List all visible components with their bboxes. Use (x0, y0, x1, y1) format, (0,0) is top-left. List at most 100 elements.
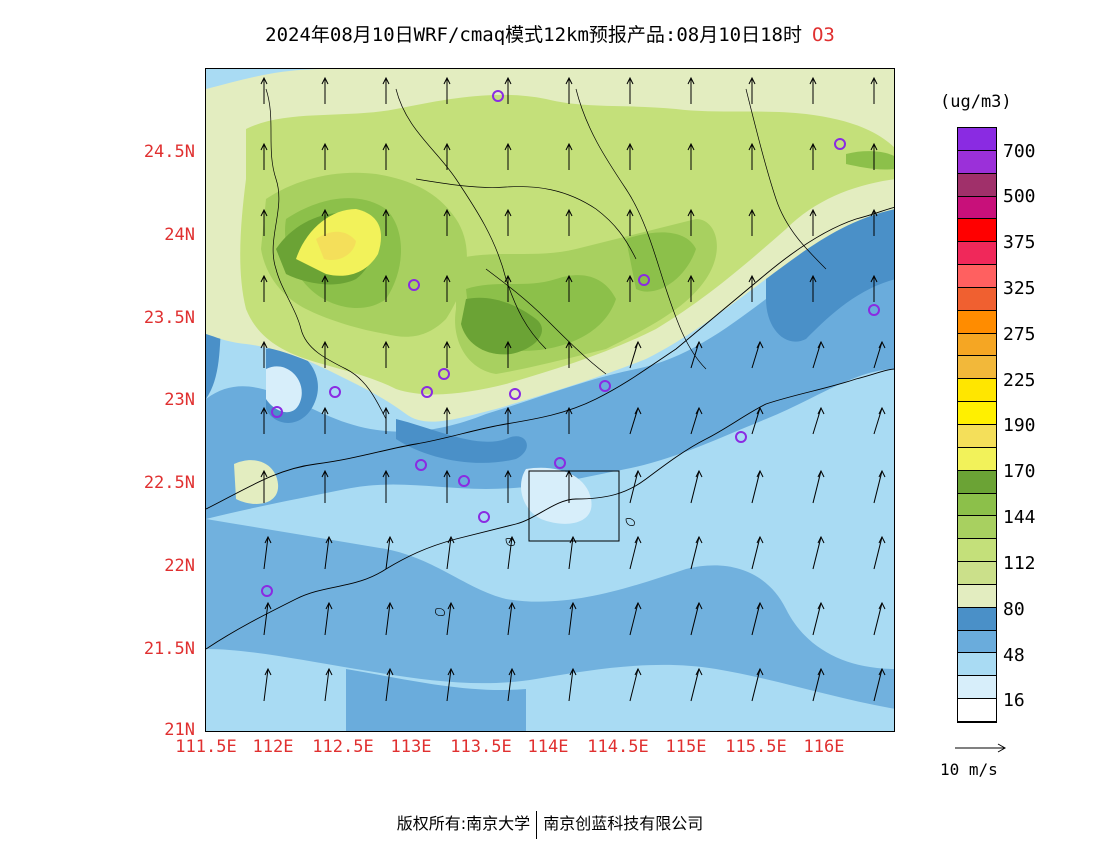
wind-arrow-head (504, 340, 512, 349)
wind-arrow-head (748, 142, 756, 151)
legend-swatch (958, 562, 996, 585)
wind-arrow-head (447, 601, 455, 610)
wind-arrow-head (565, 142, 573, 151)
wind-arrow (629, 470, 639, 504)
wind-arrow (385, 668, 391, 702)
wind-arrow-head (870, 274, 878, 283)
wind-arrow-head (756, 601, 764, 610)
wind-arrow (751, 668, 761, 702)
lat-label-24-5: 24.5N (143, 142, 195, 162)
wind-arrow-head (382, 274, 390, 283)
copyright-owner: 版权所有:南京大学 (396, 814, 531, 833)
wind-arrow-head (447, 535, 455, 544)
map-title: 2024年08月10日WRF/cmaq模式12km预报产品:08月10日18时 O… (0, 20, 1100, 47)
wind-arrow-head (695, 535, 703, 544)
wind-arrow-head (756, 406, 764, 415)
legend-label-80: 80 (1003, 599, 1025, 620)
wind-arrow-head (569, 535, 577, 544)
wind-arrow-head (443, 142, 451, 151)
wind-arrow-head (321, 469, 329, 478)
wind-arrow-head (260, 208, 268, 217)
legend-swatch (958, 356, 996, 380)
wind-arrow-head (687, 274, 695, 283)
legend-swatch (958, 173, 996, 197)
wind-arrow (690, 407, 700, 435)
wind-arrow-head (626, 142, 634, 151)
legend-swatch (958, 653, 996, 677)
wind-arrow-head (626, 274, 634, 283)
wind-arrow-head (325, 667, 333, 676)
wind-arrow (812, 470, 822, 504)
legend-swatch (958, 584, 996, 608)
wind-arrow (446, 602, 452, 636)
wind-arrow (812, 407, 822, 435)
wind-arrow (629, 668, 639, 702)
wind-arrow-head (878, 340, 886, 349)
wind-arrow (690, 470, 700, 504)
wind-arrow (507, 602, 513, 636)
wind-arrow-head (756, 469, 764, 478)
wind-arrow-head (386, 535, 394, 544)
wind-arrow (751, 470, 761, 504)
wind-arrow-head (687, 142, 695, 151)
wind-arrow-head (382, 208, 390, 217)
wind-arrow (385, 536, 391, 570)
copyright-company: 南京创蓝科技有限公司 (543, 814, 704, 833)
wind-arrow-head (569, 667, 577, 676)
lon-label-111-5: 111.5E (175, 737, 237, 757)
wind-arrow (873, 470, 883, 504)
wind-arrow-head (565, 340, 573, 349)
wind-arrow-head (870, 76, 878, 85)
wind-arrow (263, 668, 269, 702)
wind-reference-arrow-icon (955, 743, 1007, 753)
lat-label-22: 22N (164, 556, 195, 576)
wind-arrow-head (756, 340, 764, 349)
legend-swatch (958, 196, 996, 220)
wind-arrow (873, 341, 883, 369)
wind-arrow-head (382, 340, 390, 349)
wind-arrow (690, 602, 700, 636)
wind-arrow-head (809, 274, 817, 283)
wind-arrow-head (634, 667, 642, 676)
lat-label-21: 21N (164, 720, 195, 740)
wind-arrow (873, 536, 883, 570)
wind-arrow-head (634, 535, 642, 544)
legend-label-275: 275 (1003, 324, 1036, 345)
wind-arrow (873, 602, 883, 636)
wind-arrow-head (504, 274, 512, 283)
wind-arrow (629, 602, 639, 636)
lon-label-113-5: 113.5E (450, 737, 512, 757)
wind-arrow-head (695, 469, 703, 478)
wind-arrow-head (504, 76, 512, 85)
wind-arrow (385, 602, 391, 636)
wind-arrow-head (382, 142, 390, 151)
wind-arrow-head (634, 406, 642, 415)
legend-label-48: 48 (1003, 645, 1025, 666)
wind-arrow-head (809, 76, 817, 85)
wind-arrow-head (634, 469, 642, 478)
wind-arrow-head (634, 340, 642, 349)
wind-arrow-head (382, 406, 390, 415)
wind-arrow-head (508, 535, 516, 544)
wind-arrow (751, 602, 761, 636)
wind-arrow (812, 341, 822, 369)
wind-arrow (812, 668, 822, 702)
wind-arrow-head (817, 667, 825, 676)
wind-arrow-head (321, 76, 329, 85)
lon-label-112: 112E (252, 737, 294, 757)
wind-arrow (568, 668, 574, 702)
wind-arrow (324, 536, 330, 570)
legend-swatch (958, 424, 996, 448)
wind-arrow-head (443, 340, 451, 349)
wind-arrow-head (264, 535, 272, 544)
footer-divider (536, 810, 538, 839)
wind-arrow-head (565, 274, 573, 283)
legend-label-170: 170 (1003, 461, 1036, 482)
wind-arrow (751, 407, 761, 435)
wind-arrow (263, 536, 269, 570)
wind-arrow-head (264, 667, 272, 676)
legend-swatch (958, 333, 996, 357)
wind-arrow-head (870, 208, 878, 217)
wind-arrow (812, 536, 822, 570)
wind-arrow-head (809, 142, 817, 151)
